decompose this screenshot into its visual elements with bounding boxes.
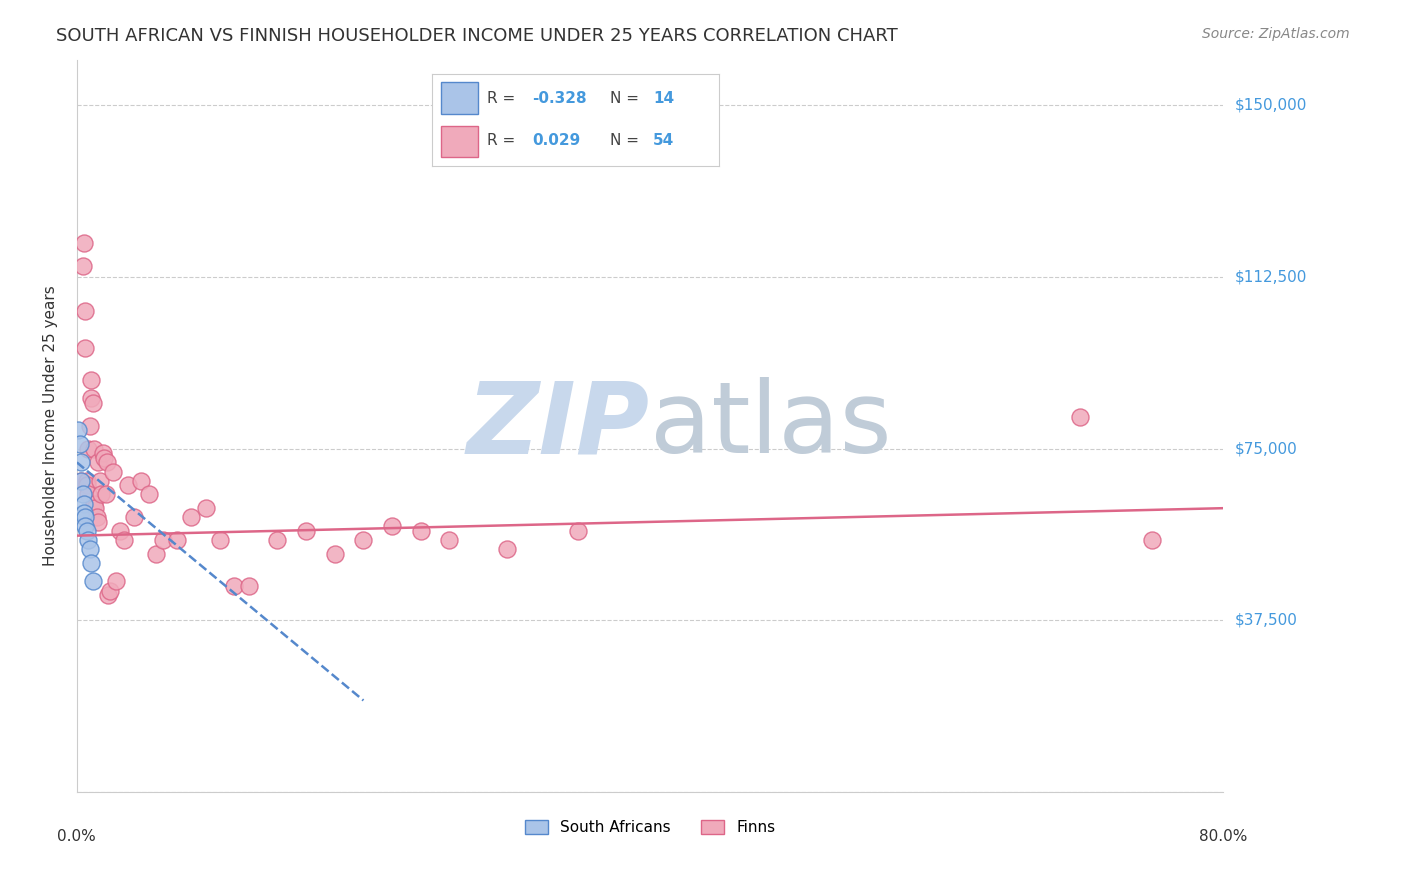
Point [194, 501, 217, 516]
Point [97, 588, 120, 602]
Point [104, 574, 127, 589]
Point [101, 465, 124, 479]
Point [439, 533, 461, 548]
Point [86, 510, 108, 524]
Point [96, 455, 118, 469]
Point [495, 542, 517, 557]
Point [77, 487, 100, 501]
Point [75, 341, 97, 355]
Point [77, 442, 100, 456]
Point [73, 506, 96, 520]
Point [209, 533, 232, 548]
Point [295, 524, 318, 538]
Point [75, 519, 97, 533]
Point [91, 446, 114, 460]
Point [73, 235, 96, 250]
Point [224, 579, 246, 593]
Text: $150,000: $150,000 [1234, 98, 1306, 113]
Point [76, 478, 98, 492]
Point [1140, 533, 1163, 548]
Point [79, 542, 101, 557]
Y-axis label: Householder Income Under 25 years: Householder Income Under 25 years [44, 285, 58, 566]
Point [80, 373, 103, 387]
Point [72, 487, 94, 501]
Point [117, 478, 139, 492]
Point [70, 455, 93, 469]
Point [131, 474, 153, 488]
Text: Source: ZipAtlas.com: Source: ZipAtlas.com [1202, 27, 1350, 41]
Point [80, 392, 103, 406]
Point [72, 259, 94, 273]
Point [70, 474, 93, 488]
Point [69, 437, 91, 451]
Point [180, 510, 202, 524]
Text: $75,000: $75,000 [1234, 442, 1296, 456]
Text: $37,500: $37,500 [1234, 613, 1298, 628]
Point [76, 524, 98, 538]
Point [238, 579, 260, 593]
Point [70, 474, 93, 488]
Point [266, 533, 288, 548]
Point [409, 524, 432, 538]
Point [76, 474, 98, 488]
Point [89, 474, 111, 488]
Point [87, 455, 110, 469]
Text: ZIP: ZIP [467, 377, 650, 475]
Point [94, 487, 117, 501]
Point [87, 515, 110, 529]
Point [112, 533, 135, 548]
Point [93, 450, 115, 465]
Point [82, 574, 104, 589]
Point [98, 583, 121, 598]
Point [1069, 409, 1091, 424]
Point [567, 524, 589, 538]
Point [67, 423, 90, 437]
Point [73, 497, 96, 511]
Point [84, 501, 107, 516]
Point [352, 533, 374, 548]
Text: atlas: atlas [650, 377, 891, 475]
Text: 80.0%: 80.0% [1199, 829, 1247, 844]
Point [145, 547, 167, 561]
Point [138, 487, 160, 501]
Point [83, 497, 105, 511]
Point [381, 519, 404, 533]
Legend: South Africans, Finns: South Africans, Finns [517, 813, 783, 843]
Point [122, 510, 145, 524]
Point [80, 556, 103, 570]
Point [79, 418, 101, 433]
Point [83, 442, 105, 456]
Point [77, 533, 100, 548]
Point [166, 533, 188, 548]
Point [90, 487, 112, 501]
Text: 0.0%: 0.0% [58, 829, 96, 844]
Point [323, 547, 346, 561]
Text: $112,500: $112,500 [1234, 269, 1306, 285]
Point [152, 533, 174, 548]
Text: SOUTH AFRICAN VS FINNISH HOUSEHOLDER INCOME UNDER 25 YEARS CORRELATION CHART: SOUTH AFRICAN VS FINNISH HOUSEHOLDER INC… [56, 27, 898, 45]
Point [75, 304, 97, 318]
Point [108, 524, 131, 538]
Point [75, 510, 97, 524]
Point [82, 396, 104, 410]
